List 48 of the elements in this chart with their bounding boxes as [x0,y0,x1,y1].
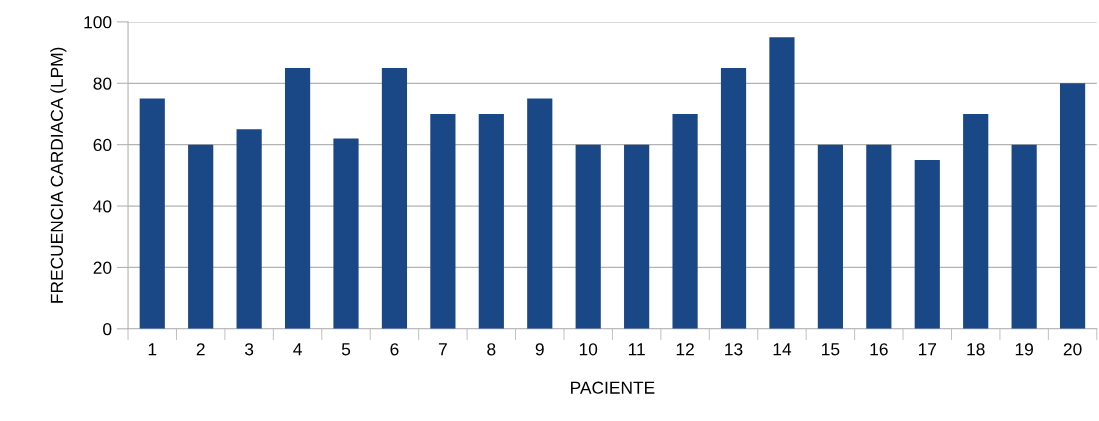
bar [333,138,359,329]
bar [769,37,795,329]
bar [672,113,698,329]
x-tick-label: 3 [244,343,254,356]
x-tick-label: 14 [773,343,792,356]
x-tick-label: 10 [579,343,598,356]
x-tick-label: 6 [390,343,399,356]
y-axis-title: FRECUENCIA CARDIACA (LPM) [50,47,67,303]
bar [527,98,553,329]
bar [1059,83,1086,329]
bar [914,160,940,329]
x-tick-label: 20 [1063,343,1082,356]
x-tick-label: 9 [535,343,544,356]
y-tick-label: 20 [93,261,112,274]
y-tick-label: 80 [93,77,112,90]
bar [236,129,262,329]
x-tick-label: 7 [438,343,447,356]
x-tick-label: 5 [341,343,351,356]
y-tick-label: 100 [84,16,112,29]
bar [720,67,747,329]
bar [963,113,989,329]
y-tick-label: 40 [93,200,112,213]
bar [139,98,165,329]
y-tick-label: 0 [103,322,112,336]
x-axis-title: PACIENTE [571,381,655,394]
x-tick-label: 2 [196,343,205,356]
x-tick-label: 16 [870,343,888,356]
bar [624,144,650,329]
bar [575,144,601,329]
x-tick-label: 13 [725,343,743,356]
bar [866,144,892,329]
x-tick-label: 17 [918,343,937,356]
x-tick-label: 11 [628,343,645,356]
bar [188,144,214,329]
y-tick-label: 60 [93,138,112,152]
bar [284,67,311,329]
x-tick-label: 1 [148,343,157,356]
x-tick-label: 19 [1015,343,1033,356]
x-tick-label: 12 [676,343,694,356]
x-tick-label: 18 [967,343,985,356]
x-tick-label: 8 [487,343,496,356]
x-tick-label: 15 [822,343,840,356]
bar [381,67,408,329]
bar [430,113,456,329]
bar [478,113,504,329]
bar [817,144,843,329]
x-tick-label: 4 [293,343,302,356]
bar [1011,144,1037,329]
